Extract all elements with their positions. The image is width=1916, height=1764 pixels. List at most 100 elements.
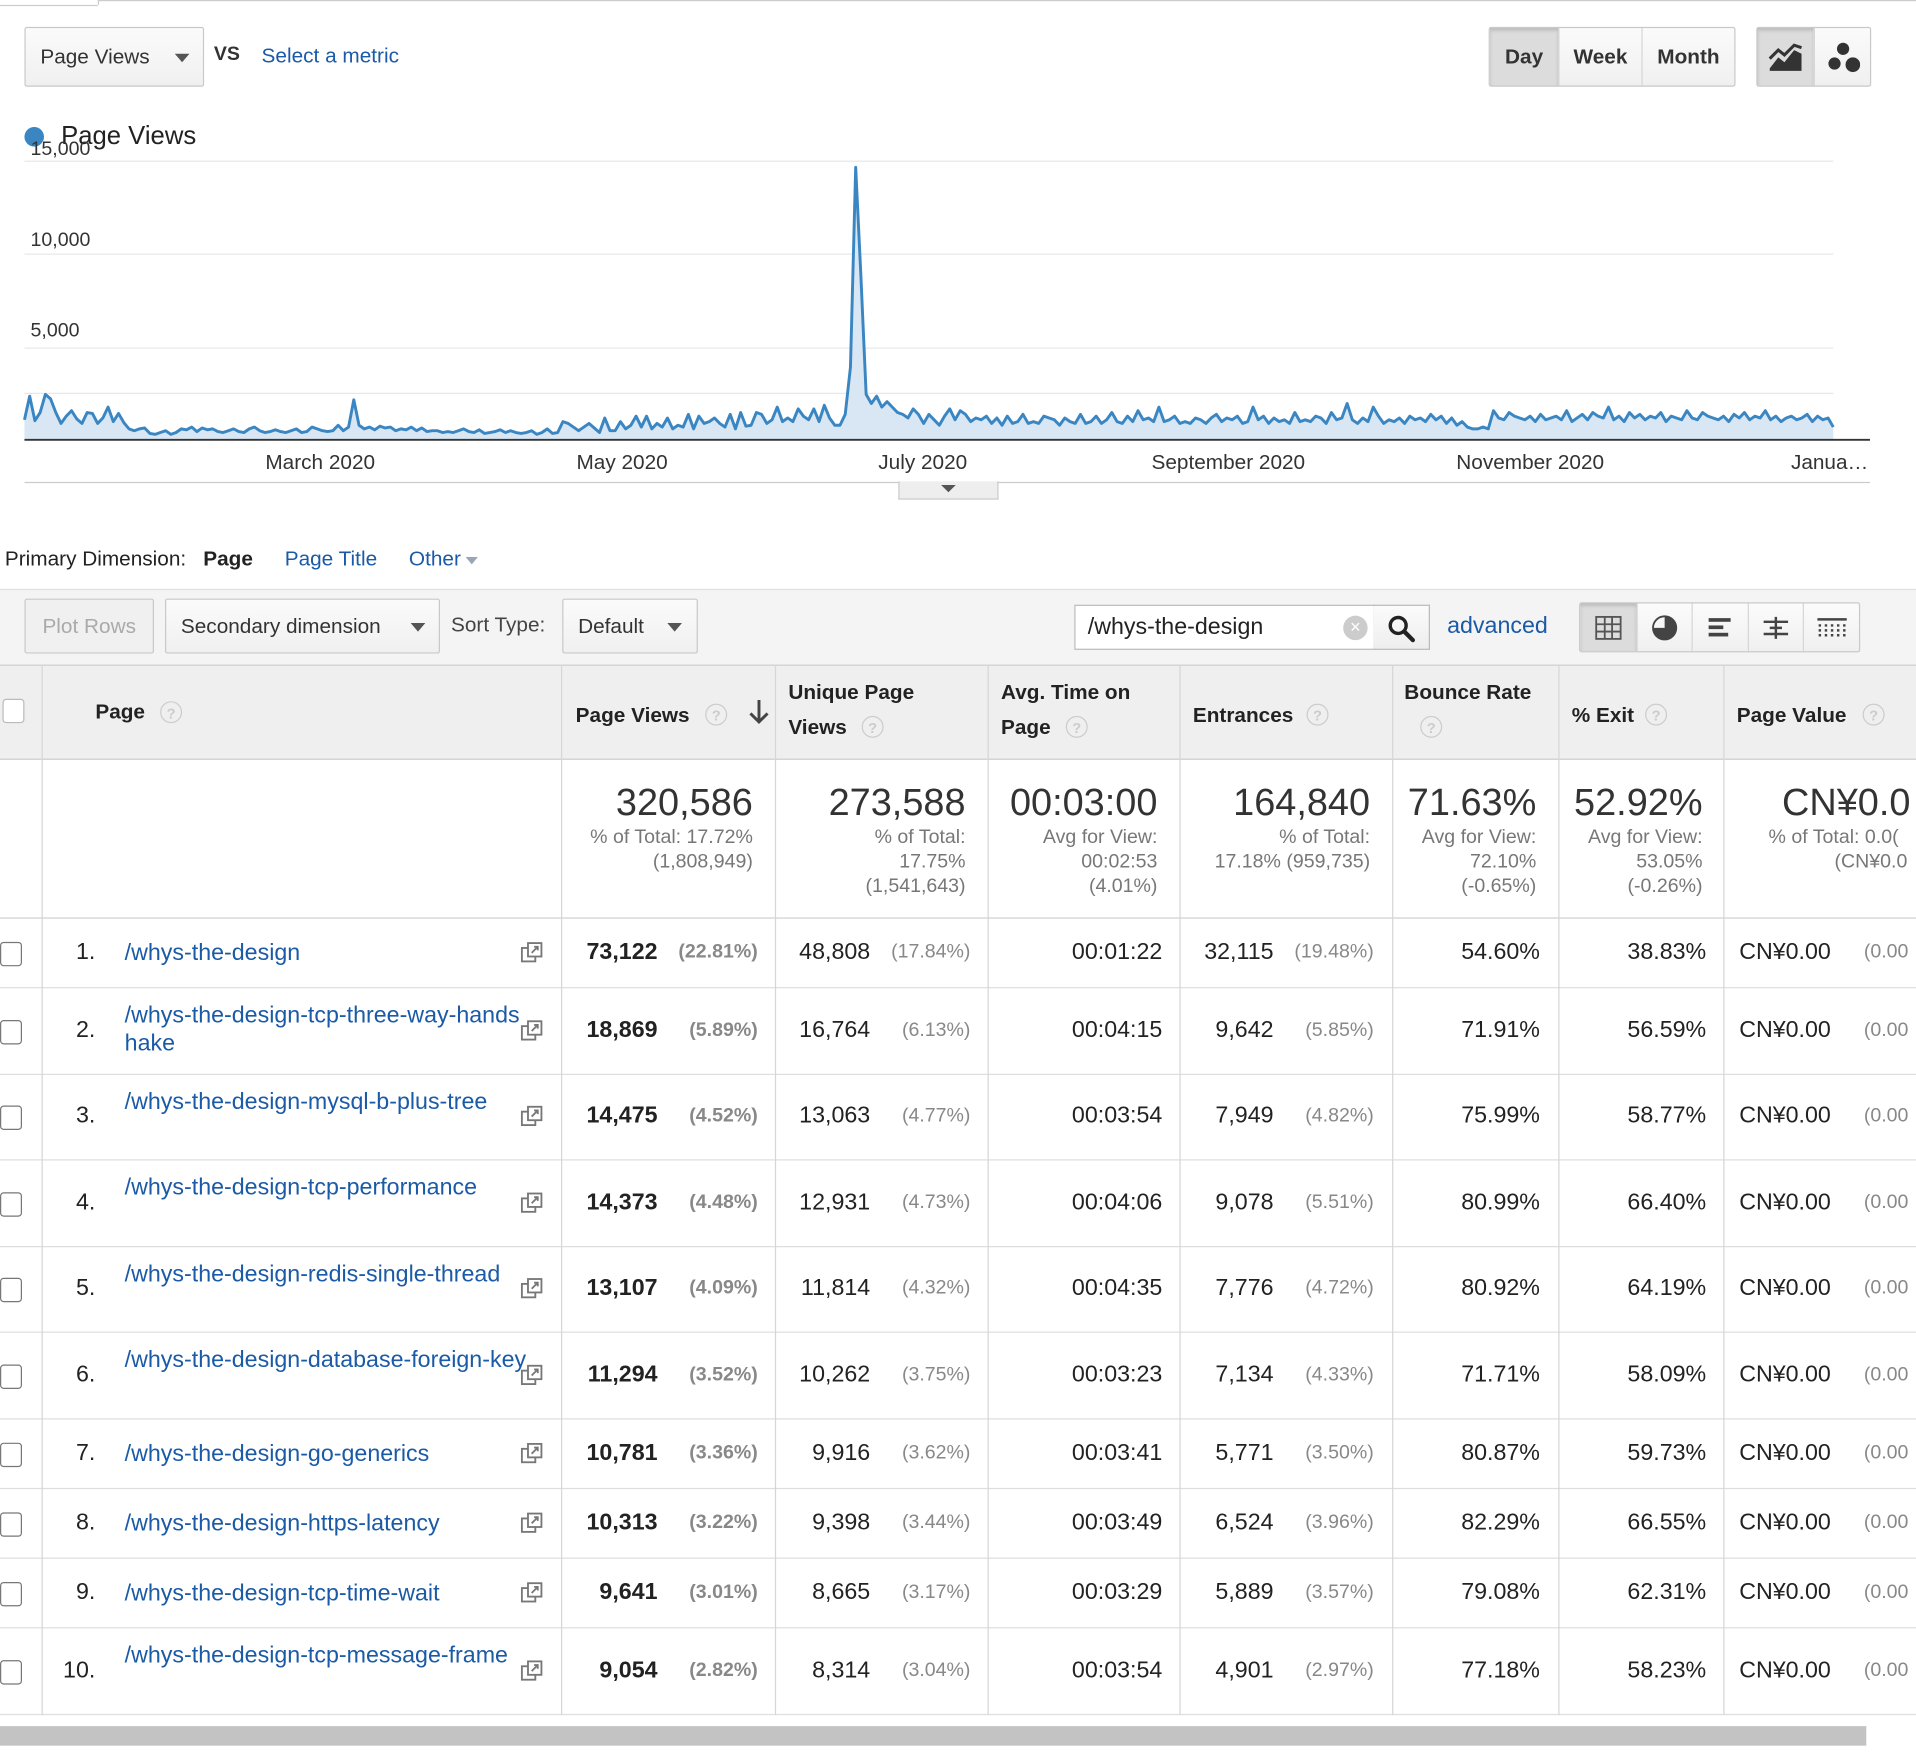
total-exit: 52.92% — [1574, 780, 1703, 824]
chevron-down-icon — [174, 53, 190, 63]
header-avg-time[interactable]: Avg. Time on Page ? — [987, 664, 1180, 760]
bar-view-button[interactable] — [1691, 603, 1748, 652]
chart-resize-handle[interactable] — [898, 481, 999, 500]
help-icon[interactable]: ? — [1306, 703, 1329, 726]
row-checkbox[interactable] — [0, 1659, 22, 1684]
header-unique-pageviews[interactable]: Unique Page Views ? — [774, 664, 988, 760]
comparison-view-button[interactable] — [1747, 603, 1804, 652]
column-divider — [560, 759, 563, 1716]
row-checkbox[interactable] — [0, 1581, 22, 1606]
external-link-icon[interactable] — [520, 1019, 543, 1041]
chevron-down-icon — [667, 623, 682, 632]
series-area — [24, 167, 1834, 440]
pivot-view-button[interactable] — [1803, 603, 1859, 652]
total-value: CN¥0.0 — [1781, 780, 1911, 824]
row-checkbox[interactable] — [0, 1019, 22, 1044]
page-link[interactable]: /whys-the-design-tcp-time-wait — [124, 1580, 440, 1606]
page-link[interactable]: /whys-the-design-tcp-three-way-handshake — [124, 1002, 520, 1057]
row-entrances: 7,776 — [1215, 1275, 1274, 1302]
row-entrances-pct: (3.57%) — [1305, 1581, 1374, 1603]
row-bounce: 80.87% — [1461, 1439, 1540, 1466]
page-link[interactable]: /whys-the-design-mysql-b-plus-tree — [124, 1089, 488, 1116]
clear-search-icon[interactable]: × — [1343, 615, 1368, 641]
row-checkbox[interactable] — [0, 1277, 22, 1303]
table-toolbar: Plot Rows Secondary dimension Sort Type:… — [0, 588, 1916, 666]
row-checkbox[interactable] — [0, 1105, 22, 1130]
row-number: 4. — [75, 1189, 96, 1215]
help-icon[interactable]: ? — [1065, 715, 1088, 738]
sort-type-select[interactable]: Default — [562, 598, 698, 654]
row-checkbox[interactable] — [0, 941, 22, 966]
dimension-other[interactable]: Other — [408, 547, 461, 571]
row-checkbox[interactable] — [0, 1442, 22, 1467]
pie-view-button[interactable] — [1636, 603, 1692, 652]
external-link-icon[interactable] — [520, 1659, 543, 1682]
plot-rows-button[interactable]: Plot Rows — [24, 598, 154, 654]
total-pageviews-sub: % of Total: 17.72% (1,808,949) — [590, 827, 753, 873]
row-checkbox[interactable] — [0, 1511, 22, 1537]
page-link[interactable]: /whys-the-design-database-foreign-key — [124, 1347, 527, 1374]
month-button[interactable]: Month — [1641, 28, 1734, 86]
grid-icon — [1595, 615, 1622, 640]
external-link-icon[interactable] — [520, 941, 543, 963]
search-input[interactable]: /whys-the-design × — [1074, 604, 1375, 650]
sort-type-label: Sort Type: — [450, 613, 546, 637]
row-page-value: CN¥0.00 — [1739, 1189, 1831, 1215]
motion-chart-button[interactable] — [1814, 28, 1870, 86]
page-link[interactable]: /whys-the-design-tcp-message-frame — [124, 1643, 508, 1669]
row-checkbox[interactable] — [0, 1191, 22, 1217]
day-button[interactable]: Day — [1489, 28, 1559, 86]
dimension-page-title[interactable]: Page Title — [284, 547, 378, 571]
dimension-page[interactable]: Page — [203, 547, 253, 571]
line-chart-button[interactable] — [1757, 28, 1815, 86]
page-link[interactable]: /whys-the-design-tcp-performance — [124, 1175, 478, 1201]
row-page-value: CN¥0.00 — [1739, 1439, 1831, 1466]
total-bounce-sub: Avg for View: 72.10% (-0.65%) — [1421, 827, 1537, 897]
metric-select[interactable]: Page Views — [24, 26, 205, 87]
external-link-icon[interactable] — [520, 1105, 543, 1128]
table-view-button[interactable] — [1580, 603, 1637, 652]
external-link-icon[interactable] — [520, 1512, 543, 1534]
header-entrances[interactable]: Entrances ? — [1179, 664, 1392, 760]
page-link[interactable]: /whys-the-design-redis-single-thread — [124, 1261, 501, 1288]
header-exit[interactable]: % Exit ? — [1558, 664, 1724, 760]
column-divider — [1179, 759, 1181, 1716]
search-button[interactable] — [1373, 604, 1430, 650]
page-link[interactable]: /whys-the-design-https-latency — [124, 1510, 440, 1537]
external-link-icon[interactable] — [520, 1581, 543, 1603]
help-icon[interactable]: ? — [861, 715, 884, 738]
row-unique-pct: (4.77%) — [901, 1105, 971, 1127]
header-unique-label-2: Views — [788, 715, 847, 740]
help-icon[interactable]: ? — [705, 703, 728, 726]
external-link-icon[interactable] — [520, 1442, 543, 1464]
help-icon[interactable]: ? — [160, 701, 183, 724]
external-link-icon[interactable] — [520, 1364, 543, 1386]
row-number: 2. — [75, 1016, 96, 1043]
row-unique: 10,262 — [799, 1361, 871, 1388]
pie-chart-icon — [1651, 614, 1678, 640]
external-link-icon[interactable] — [520, 1278, 543, 1300]
page-link[interactable]: /whys-the-design — [124, 940, 301, 966]
row-bounce: 80.99% — [1461, 1189, 1540, 1215]
primary-dimension-label: Primary Dimension: — [4, 547, 187, 571]
row-avg-time: 00:03:54 — [1071, 1657, 1163, 1683]
external-link-icon[interactable] — [520, 1191, 543, 1214]
row-checkbox[interactable] — [0, 1363, 22, 1389]
row-number: 9. — [75, 1578, 96, 1605]
help-icon[interactable]: ? — [1862, 703, 1885, 726]
header-page-value[interactable]: Page Value ? — [1723, 664, 1916, 760]
header-bounce-rate[interactable]: Bounce Rate ? — [1392, 664, 1558, 760]
header-pageviews[interactable]: Page Views ? — [560, 664, 775, 760]
week-button[interactable]: Week — [1558, 28, 1641, 86]
secondary-dimension-select[interactable]: Secondary dimension — [164, 598, 440, 654]
row-exit: 56.59% — [1627, 1016, 1707, 1043]
page-link[interactable]: /whys-the-design-go-generics — [124, 1440, 430, 1467]
help-icon[interactable]: ? — [1645, 703, 1668, 726]
header-page[interactable]: Page ? — [41, 664, 563, 760]
select-metric-link[interactable]: Select a metric — [261, 43, 399, 68]
total-avgtime: 00:03:00 — [1009, 780, 1158, 824]
select-all-checkbox[interactable] — [2, 698, 25, 724]
horizontal-scrollbar[interactable] — [0, 1726, 1867, 1746]
advanced-link[interactable]: advanced — [1447, 613, 1548, 639]
help-icon[interactable]: ? — [1420, 715, 1443, 738]
